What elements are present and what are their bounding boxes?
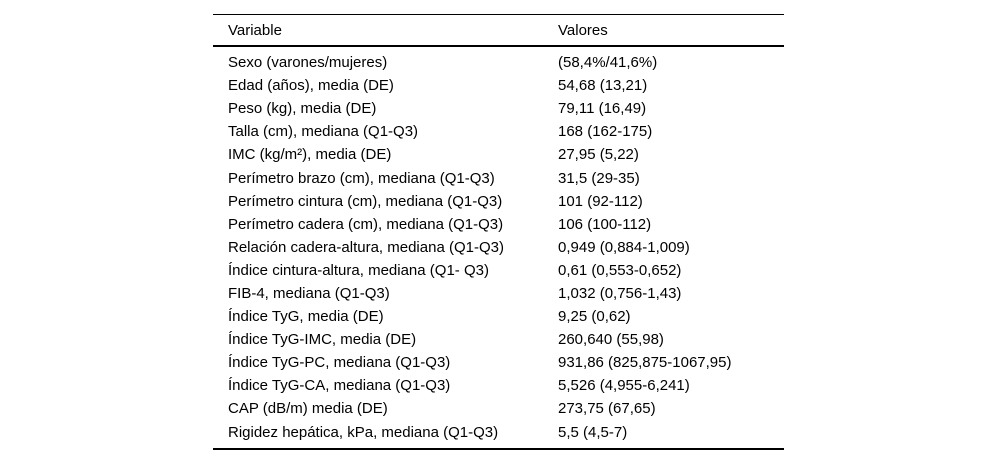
value-cell: 1,032 (0,756-1,43) (558, 284, 682, 302)
variable-cell: Rigidez hepática, kPa, mediana (Q1-Q3) (228, 423, 499, 441)
column-header-valores: Valores (558, 21, 608, 39)
table-row: Rigidez hepática, kPa, mediana (Q1-Q3) 5… (213, 421, 784, 444)
table-row: Perímetro cadera (cm), mediana (Q1-Q3) 1… (213, 213, 784, 236)
value-cell: 79,11 (16,49) (558, 100, 647, 118)
variable-cell: Índice TyG-IMC, media (DE) (228, 331, 417, 349)
value-cell: 54,68 (13,21) (558, 77, 648, 95)
variable-cell: IMC (kg/m²), media (DE) (228, 146, 392, 164)
table-row: Índice TyG-IMC, media (DE) 260,640 (55,9… (213, 328, 784, 351)
value-cell: 260,640 (55,98) (558, 331, 664, 349)
table-row: Edad (años), media (DE) 54,68 (13,21) (213, 74, 784, 97)
variable-cell: Peso (kg), media (DE) (228, 100, 377, 118)
value-cell: 931,86 (825,875-1067,95) (558, 354, 732, 372)
table-row: Relación cadera-altura, mediana (Q1-Q3) … (213, 236, 784, 259)
value-cell: 168 (162-175) (558, 123, 653, 141)
variable-cell: FIB-4, mediana (Q1-Q3) (228, 284, 390, 302)
value-cell: 273,75 (67,65) (558, 400, 656, 418)
table-row: Perímetro cintura (cm), mediana (Q1-Q3) … (213, 190, 784, 213)
variable-cell: Edad (años), media (DE) (228, 77, 394, 95)
table-row: Índice TyG-PC, mediana (Q1-Q3) 931,86 (8… (213, 351, 784, 374)
value-cell: 31,5 (29-35) (558, 169, 640, 187)
table-row: Sexo (varones/mujeres) (58,4%/41,6%) (213, 51, 784, 74)
variable-cell: Relación cadera-altura, mediana (Q1-Q3) (228, 238, 504, 256)
variable-cell: Índice TyG-CA, mediana (Q1-Q3) (228, 377, 451, 395)
value-cell: 101 (92-112) (558, 192, 643, 210)
variable-cell: Perímetro cintura (cm), mediana (Q1-Q3) (228, 192, 503, 210)
variable-cell: Sexo (varones/mujeres) (228, 54, 388, 72)
value-cell: 0,61 (0,553-0,652) (558, 261, 682, 279)
table-row: Índice TyG, media (DE) 9,25 (0,62) (213, 305, 784, 328)
variable-cell: Índice cintura-altura, mediana (Q1- Q3) (228, 261, 489, 279)
table-row: Talla (cm), mediana (Q1-Q3) 168 (162-175… (213, 120, 784, 143)
value-cell: 9,25 (0,62) (558, 308, 631, 326)
value-cell: 5,5 (4,5-7) (558, 423, 628, 441)
table-header-row: Variable Valores (213, 15, 784, 47)
column-header-variable: Variable (228, 21, 282, 39)
value-cell: 5,526 (4,955-6,241) (558, 377, 690, 395)
table-row: CAP (dB/m) media (DE) 273,75 (67,65) (213, 397, 784, 420)
variable-cell: Índice TyG-PC, mediana (Q1-Q3) (228, 354, 451, 372)
table-row: FIB-4, mediana (Q1-Q3) 1,032 (0,756-1,43… (213, 282, 784, 305)
value-cell: 27,95 (5,22) (558, 146, 639, 164)
table-row: Perímetro brazo (cm), mediana (Q1-Q3) 31… (213, 166, 784, 189)
variable-cell: Perímetro brazo (cm), mediana (Q1-Q3) (228, 169, 495, 187)
value-cell: 0,949 (0,884-1,009) (558, 238, 690, 256)
table-row: IMC (kg/m²), media (DE) 27,95 (5,22) (213, 143, 784, 166)
statistics-table: Variable Valores Sexo (varones/mujeres) … (213, 14, 784, 450)
variable-cell: CAP (dB/m) media (DE) (228, 400, 388, 418)
variable-cell: Perímetro cadera (cm), mediana (Q1-Q3) (228, 215, 504, 233)
table-row: Índice TyG-CA, mediana (Q1-Q3) 5,526 (4,… (213, 374, 784, 397)
table-row: Índice cintura-altura, mediana (Q1- Q3) … (213, 259, 784, 282)
value-cell: 106 (100-112) (558, 215, 652, 233)
variable-cell: Índice TyG, media (DE) (228, 308, 384, 326)
table-body: Sexo (varones/mujeres) (58,4%/41,6%) Eda… (213, 47, 784, 448)
table-row: Peso (kg), media (DE) 79,11 (16,49) (213, 97, 784, 120)
value-cell: (58,4%/41,6%) (558, 54, 658, 72)
variable-cell: Talla (cm), mediana (Q1-Q3) (228, 123, 419, 141)
